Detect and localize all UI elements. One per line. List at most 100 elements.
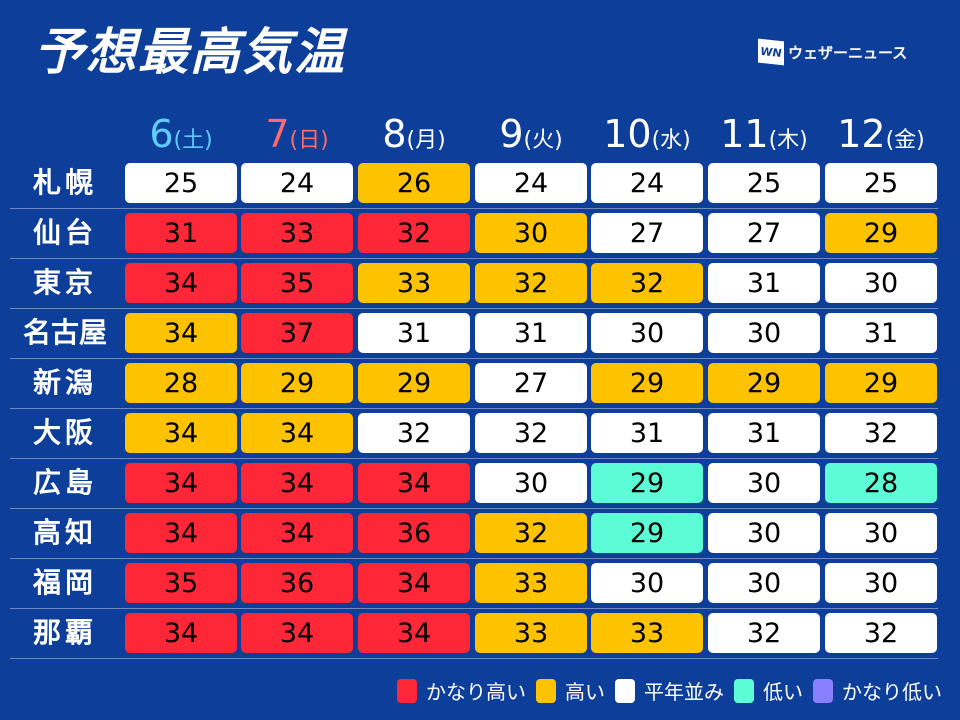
weathernews-logo-icon: WN bbox=[758, 38, 784, 66]
temperature-cell: 32 bbox=[475, 413, 587, 453]
temperature-cell: 32 bbox=[358, 213, 470, 253]
legend-swatch bbox=[397, 678, 417, 703]
temperature-cell: 34 bbox=[125, 413, 237, 453]
legend-item: 高い bbox=[536, 676, 605, 705]
temperature-cell: 24 bbox=[241, 163, 353, 203]
temperature-cell: 29 bbox=[825, 363, 937, 403]
legend-label: 高い bbox=[565, 680, 605, 704]
temperature-cell: 29 bbox=[241, 363, 353, 403]
temperature-cell: 25 bbox=[708, 163, 820, 203]
temperature-cell: 32 bbox=[825, 413, 937, 453]
temperature-cell: 32 bbox=[591, 263, 703, 303]
temperature-cell: 24 bbox=[475, 163, 587, 203]
row-divider bbox=[10, 508, 938, 509]
city-label: 札幌 bbox=[32, 166, 97, 199]
temperature-cell: 30 bbox=[708, 513, 820, 553]
day-header: 12(金) bbox=[825, 112, 937, 163]
legend-swatch bbox=[615, 678, 635, 703]
weekday: (水) bbox=[651, 128, 691, 153]
city-label: 名古屋 bbox=[22, 316, 107, 349]
weekday: (日) bbox=[289, 128, 329, 153]
day-number: 12 bbox=[837, 112, 886, 156]
temperature-cell: 25 bbox=[825, 163, 937, 203]
weekday: (土) bbox=[173, 128, 213, 153]
weekday: (火) bbox=[523, 128, 563, 153]
day-number: 9 bbox=[499, 112, 524, 156]
temperature-cell: 34 bbox=[241, 513, 353, 553]
temperature-cell: 33 bbox=[475, 563, 587, 603]
day-header: 7(日) bbox=[241, 112, 353, 163]
temperature-cell: 30 bbox=[475, 213, 587, 253]
temperature-cell: 36 bbox=[358, 513, 470, 553]
temperature-cell: 30 bbox=[591, 313, 703, 353]
brand-logo: WN ウェザーニュース bbox=[758, 38, 908, 66]
city-label: 新潟 bbox=[32, 366, 97, 399]
day-number: 7 bbox=[265, 112, 290, 156]
temperature-cell: 32 bbox=[475, 263, 587, 303]
temperature-cell: 33 bbox=[475, 613, 587, 653]
city-label: 福岡 bbox=[32, 566, 97, 599]
legend-swatch bbox=[734, 678, 754, 703]
temperature-cell: 26 bbox=[358, 163, 470, 203]
legend-item: かなり低い bbox=[813, 676, 942, 705]
day-number: 11 bbox=[720, 112, 769, 156]
temperature-cell: 32 bbox=[358, 413, 470, 453]
temperature-cell: 34 bbox=[358, 463, 470, 503]
legend-label: かなり低い bbox=[842, 680, 942, 704]
temperature-cell: 35 bbox=[241, 263, 353, 303]
temperature-cell: 29 bbox=[825, 213, 937, 253]
temperature-cell: 28 bbox=[125, 363, 237, 403]
temperature-cell: 31 bbox=[358, 313, 470, 353]
temperature-cell: 30 bbox=[825, 263, 937, 303]
temperature-cell: 32 bbox=[475, 513, 587, 553]
city-label: 広島 bbox=[32, 466, 97, 499]
temperature-cell: 33 bbox=[358, 263, 470, 303]
day-number: 10 bbox=[603, 112, 652, 156]
temperature-cell: 30 bbox=[591, 563, 703, 603]
legend-swatch bbox=[813, 678, 833, 703]
temperature-cell: 27 bbox=[591, 213, 703, 253]
weekday: (金) bbox=[885, 128, 925, 153]
city-label: 那覇 bbox=[32, 616, 97, 649]
row-divider bbox=[10, 658, 938, 659]
temperature-cell: 31 bbox=[125, 213, 237, 253]
temperature-cell: 35 bbox=[125, 563, 237, 603]
row-divider bbox=[10, 258, 938, 259]
row-divider bbox=[10, 208, 938, 209]
temperature-cell: 34 bbox=[358, 613, 470, 653]
row-divider bbox=[10, 308, 938, 309]
legend-label: 平年並み bbox=[644, 680, 724, 704]
day-number: 6 bbox=[149, 112, 174, 156]
temperature-cell: 33 bbox=[241, 213, 353, 253]
temperature-cell: 34 bbox=[358, 563, 470, 603]
temperature-cell: 34 bbox=[125, 513, 237, 553]
temperature-cell: 30 bbox=[475, 463, 587, 503]
temperature-cell: 28 bbox=[825, 463, 937, 503]
row-divider bbox=[10, 358, 938, 359]
legend-swatch bbox=[536, 678, 556, 703]
brand-name: ウェザーニュース bbox=[788, 43, 908, 62]
weekday: (木) bbox=[768, 128, 808, 153]
legend: かなり高い 高い 平年並み 低い かなり低い bbox=[397, 676, 942, 705]
temperature-cell: 29 bbox=[591, 363, 703, 403]
day-header: 11(木) bbox=[708, 112, 820, 163]
temperature-cell: 34 bbox=[125, 313, 237, 353]
temperature-cell: 29 bbox=[591, 463, 703, 503]
temperature-cell: 27 bbox=[475, 363, 587, 403]
temperature-cell: 36 bbox=[241, 563, 353, 603]
legend-label: かなり高い bbox=[426, 680, 526, 704]
city-label: 大阪 bbox=[32, 416, 97, 449]
page-title: 予想最高気温 bbox=[34, 23, 346, 81]
temperature-cell: 34 bbox=[125, 463, 237, 503]
temperature-cell: 34 bbox=[125, 613, 237, 653]
row-divider bbox=[10, 608, 938, 609]
temperature-cell: 30 bbox=[708, 313, 820, 353]
temperature-cell: 33 bbox=[591, 613, 703, 653]
temperature-cell: 30 bbox=[825, 563, 937, 603]
day-header: 8(月) bbox=[358, 112, 470, 163]
day-header: 6(土) bbox=[125, 112, 237, 163]
temperature-cell: 30 bbox=[708, 463, 820, 503]
temperature-cell: 32 bbox=[825, 613, 937, 653]
temperature-cell: 30 bbox=[708, 563, 820, 603]
day-number: 8 bbox=[382, 112, 407, 156]
